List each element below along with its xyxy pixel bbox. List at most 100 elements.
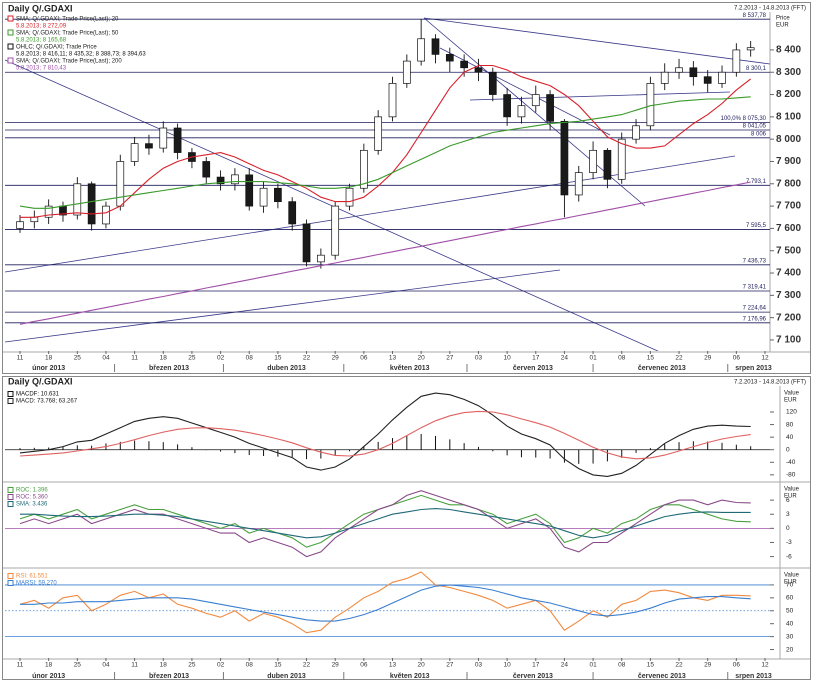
candle-body — [259, 187, 268, 207]
x-tick-label: 25 — [188, 355, 196, 362]
y-tick-label: 7 600 — [776, 223, 801, 234]
y-tick-label: 80 — [786, 421, 794, 428]
candle-body — [417, 38, 426, 62]
x-tick-label: 06 — [360, 355, 368, 362]
x-tick-label: 08 — [246, 662, 254, 669]
x-tick-label: 17 — [532, 662, 540, 669]
month-label: červenec 2013 — [638, 365, 686, 372]
y-tick-label: 7 500 — [776, 245, 801, 256]
indicator-line — [20, 584, 751, 622]
x-tick-label: 17 — [532, 355, 540, 362]
x-tick-label: 03 — [475, 355, 483, 362]
legend-name: SMA; Q/.GDAXI; Trade Price(Last); 20 — [16, 17, 119, 23]
y-tick-label: 7 800 — [776, 178, 801, 189]
candle-body — [30, 216, 39, 223]
y-axis-unit: EUR — [784, 494, 797, 500]
x-tick-label: 22 — [675, 662, 683, 669]
month-label: květen 2013 — [390, 673, 430, 680]
x-tick-label: 01 — [589, 355, 597, 362]
candle-body — [402, 60, 411, 84]
histogram-bar — [678, 442, 680, 450]
histogram-bar — [363, 445, 365, 450]
candle-body — [44, 205, 53, 218]
month-label: březen 2013 — [149, 365, 189, 372]
legend-last-value: 5.8.2013; 8 272,09 — [16, 24, 67, 30]
y-tick-label: 8 000 — [776, 134, 801, 145]
candle-body — [388, 83, 397, 118]
x-tick-label: 29 — [704, 662, 712, 669]
indicator-line — [19, 96, 751, 209]
candle-body — [431, 38, 440, 55]
x-tick-label: 29 — [332, 662, 340, 669]
x-tick-label: 18 — [45, 355, 53, 362]
level-label: 7 595,5 — [746, 223, 767, 229]
level-label: 100,0% 8 075,30 — [721, 116, 767, 122]
histogram-bar — [606, 449, 608, 462]
y-tick-label: 0 — [786, 525, 790, 532]
x-tick-label: 20 — [418, 662, 426, 669]
candle-body — [503, 94, 511, 118]
histogram-bar — [162, 442, 164, 450]
histogram-bar — [334, 449, 336, 456]
candle-body — [374, 116, 383, 151]
legend-name: ROC: 5.360 — [16, 495, 48, 501]
y-tick-label: 7 900 — [776, 156, 801, 167]
x-tick-label: 25 — [74, 662, 82, 669]
candle-body — [445, 54, 454, 62]
month-label: duben 2013 — [267, 365, 306, 372]
x-tick-label: 02 — [217, 355, 225, 362]
legend-icon — [7, 501, 14, 507]
histogram-bar — [248, 449, 250, 456]
legend-icon — [7, 15, 14, 22]
x-tick-label: 11 — [131, 355, 138, 362]
histogram-bar — [649, 448, 651, 450]
indicator-line — [20, 64, 752, 218]
date-range: 7.2.2013 - 14.8.2013 (FFT) — [734, 6, 806, 12]
candle-body — [574, 172, 583, 196]
candle-body — [517, 105, 526, 118]
candle-body — [202, 161, 211, 178]
candle-body — [116, 161, 125, 207]
candle-body — [660, 71, 669, 84]
histogram-bar — [520, 449, 522, 458]
histogram-bar — [506, 449, 508, 456]
candle-body — [173, 127, 182, 153]
month-label: březen 2013 — [149, 673, 189, 680]
histogram-bar — [134, 440, 136, 450]
candle-body — [689, 67, 698, 78]
x-tick-label: 24 — [561, 355, 569, 362]
histogram-bar — [148, 441, 150, 450]
x-tick-label: 06 — [733, 355, 741, 362]
month-label: únor 2013 — [32, 365, 65, 372]
y-tick-label: 70 — [786, 582, 794, 589]
x-tick-label: 15 — [647, 662, 655, 669]
histogram-bar — [692, 441, 694, 450]
x-tick-label: 03 — [475, 662, 483, 669]
x-tick-label: 18 — [45, 662, 53, 669]
histogram-bar — [377, 441, 379, 450]
histogram-bar — [664, 444, 666, 450]
x-tick-label: 12 — [761, 355, 769, 362]
candle-body — [359, 149, 368, 189]
legend-name: SMA: 3.436 — [16, 502, 48, 508]
histogram-bar — [48, 447, 50, 450]
y-tick-label: -6 — [786, 553, 792, 560]
histogram-bar — [263, 449, 265, 456]
x-tick-label: 27 — [446, 662, 454, 669]
histogram-bar — [306, 449, 308, 460]
month-label: červen 2013 — [513, 673, 553, 680]
x-tick-label: 11 — [17, 662, 24, 669]
x-tick-label: 11 — [131, 662, 138, 669]
candle-body — [231, 174, 239, 185]
y-tick-label: 7 700 — [776, 201, 801, 212]
candle-body — [546, 94, 554, 122]
candle-body — [603, 149, 612, 180]
legend-name: RSI: 61.551 — [16, 574, 48, 580]
candle-body — [302, 223, 311, 263]
candle-body — [317, 254, 325, 263]
histogram-bar — [191, 447, 193, 450]
candle-body — [16, 221, 24, 229]
histogram-bar — [320, 449, 322, 459]
histogram-bar — [349, 449, 351, 452]
indicator-title: Daily Q/.GDAXI — [8, 376, 73, 386]
